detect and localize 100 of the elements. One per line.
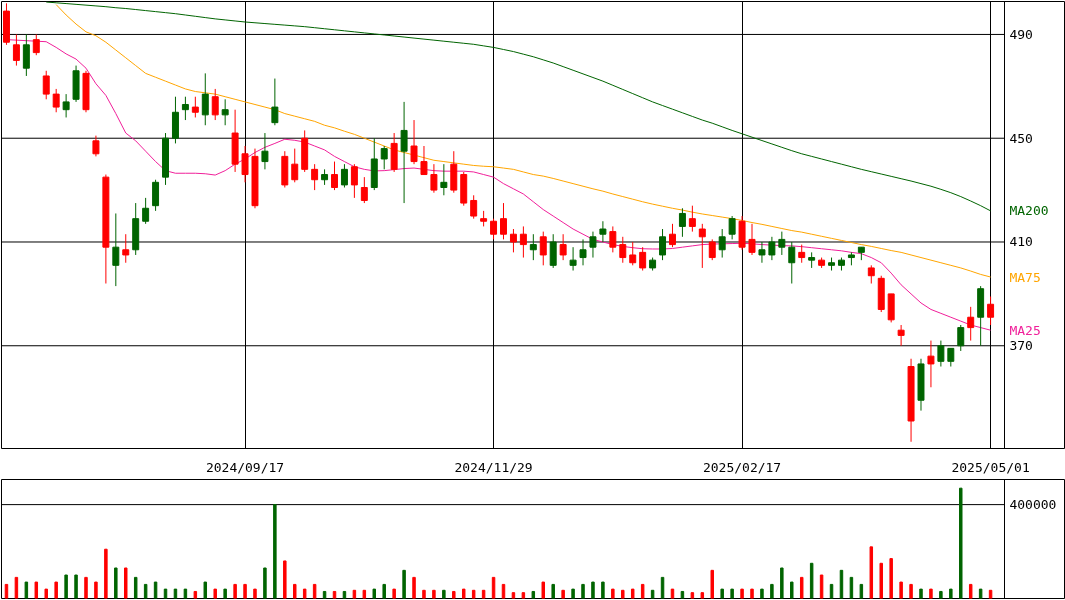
line-series	[45, 1, 992, 212]
candlestick	[788, 241, 796, 284]
bar	[213, 588, 217, 599]
bar	[809, 562, 814, 599]
y-tick-label: 370	[1009, 338, 1033, 354]
x-tick-label: 2024/11/29	[454, 459, 533, 475]
candlestick	[967, 306, 975, 342]
bar	[193, 590, 198, 599]
bar	[730, 588, 734, 599]
candlestick	[221, 98, 229, 126]
bar	[442, 589, 446, 599]
bar	[919, 588, 923, 599]
bar	[859, 583, 864, 599]
bar	[452, 590, 456, 599]
candlestick	[112, 212, 120, 287]
candlestick	[639, 246, 647, 272]
bar	[302, 588, 307, 599]
bar	[382, 583, 386, 599]
candlestick	[659, 228, 667, 261]
bar	[869, 546, 874, 599]
candlestick	[927, 340, 935, 388]
bar	[273, 504, 277, 599]
candlestick	[509, 228, 517, 253]
bar	[34, 581, 39, 599]
candlestick	[987, 295, 995, 326]
bar	[799, 576, 804, 599]
bar	[909, 583, 913, 599]
candlestick	[867, 264, 875, 284]
candlestick	[12, 33, 20, 67]
candlestick	[52, 88, 60, 113]
candlestick	[669, 223, 676, 248]
bar	[133, 576, 138, 599]
bar	[939, 590, 943, 599]
series-label: MA200	[1009, 203, 1049, 219]
candlestick	[360, 176, 368, 204]
bar	[44, 588, 48, 599]
candlestick	[728, 215, 736, 240]
bar	[362, 589, 367, 599]
bar	[740, 588, 744, 599]
candlestick	[331, 161, 338, 191]
candlestick	[470, 194, 478, 220]
bar	[253, 588, 257, 599]
bar	[402, 569, 406, 599]
bar	[263, 567, 267, 599]
candlestick	[698, 223, 706, 269]
bar	[710, 569, 714, 599]
bar	[700, 592, 705, 599]
bar	[243, 583, 247, 599]
candlestick	[708, 238, 716, 261]
bar	[114, 567, 118, 599]
bar	[352, 589, 357, 599]
bar	[481, 589, 486, 599]
candlestick	[201, 72, 209, 126]
bar	[124, 567, 128, 599]
candlestick	[142, 197, 150, 225]
bar	[521, 592, 526, 599]
bar	[24, 581, 29, 599]
candlestick	[688, 205, 696, 233]
candlestick	[758, 241, 766, 264]
candlestick	[430, 163, 438, 194]
bar	[392, 588, 396, 599]
candlestick	[350, 163, 358, 199]
x-tick-label: 2025/02/17	[702, 459, 782, 475]
candlestick	[609, 225, 617, 253]
bar	[74, 574, 78, 599]
y-tick-label: 410	[1009, 234, 1033, 250]
bar	[630, 588, 635, 599]
candlestick	[500, 202, 507, 240]
candlestick	[678, 207, 686, 238]
candlestick	[152, 179, 160, 212]
bar	[94, 581, 98, 599]
candlestick	[420, 145, 428, 176]
bar	[978, 588, 983, 599]
bar	[750, 588, 754, 599]
bar	[84, 576, 88, 599]
x-tick-label: 2025/05/01	[951, 459, 1030, 475]
candlestick	[22, 33, 30, 77]
candlestick	[340, 163, 348, 189]
candlestick	[569, 246, 577, 272]
bar	[621, 589, 625, 599]
candlestick	[400, 101, 408, 204]
bar	[203, 581, 208, 599]
bar	[601, 581, 605, 599]
candlestick	[122, 233, 130, 264]
bar	[104, 548, 108, 599]
x-tick-label: 2024/09/17	[205, 459, 285, 475]
candlestick	[529, 233, 537, 261]
candlestick	[559, 233, 567, 261]
candlestick	[211, 88, 219, 121]
bar	[233, 583, 237, 599]
bar	[143, 583, 148, 599]
candlestick	[718, 228, 726, 259]
bar	[293, 583, 297, 599]
candlestick	[957, 324, 965, 352]
candlestick	[539, 231, 547, 266]
y-tick-label: 400000	[1009, 497, 1057, 513]
bar	[760, 588, 764, 599]
candlestick	[798, 244, 806, 264]
candlestick	[271, 78, 279, 126]
bar	[770, 583, 774, 599]
